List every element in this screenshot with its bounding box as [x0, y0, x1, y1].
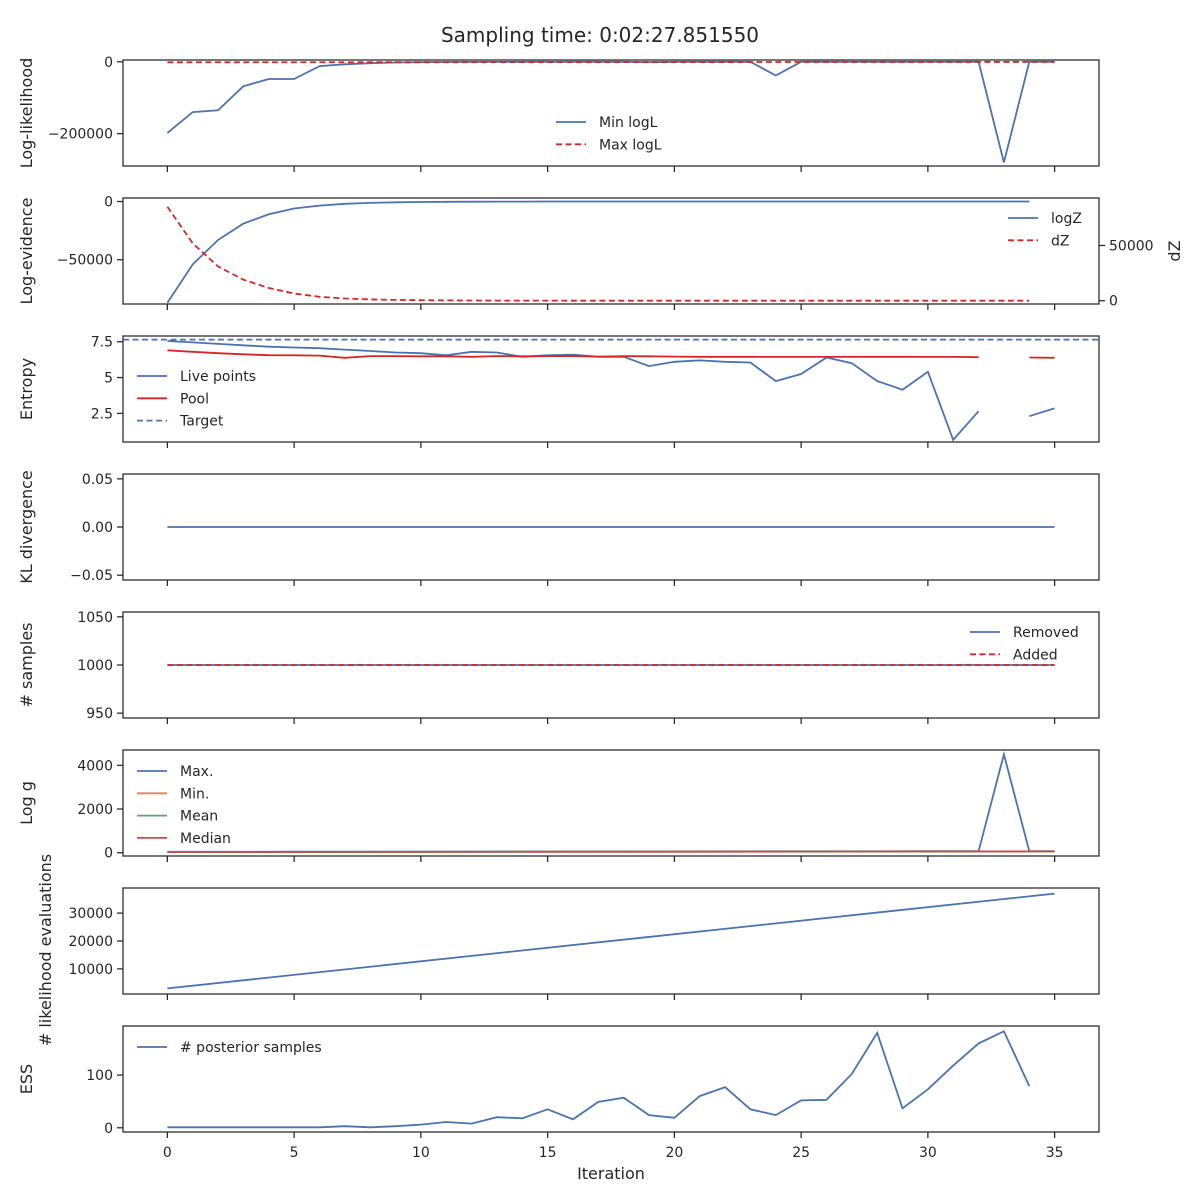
series-line-live-points — [167, 340, 1055, 442]
panel-3: 7.5 5 2.5 Entropy Live points Pool Target — [17, 335, 1100, 448]
y-tick-label: 100 — [86, 1068, 113, 1084]
x-tick-label: 10 — [412, 1145, 430, 1161]
y-tick-label: 0 — [104, 846, 113, 862]
y-axis-label: Entropy — [17, 358, 36, 420]
legend: # posterior samples — [137, 1040, 322, 1056]
legend: Removed Added — [970, 625, 1079, 663]
legend: logZ dZ — [1008, 211, 1082, 249]
x-tick-label: 20 — [665, 1145, 683, 1161]
series-line-values — [167, 892, 1055, 990]
axes-frame — [122, 749, 1100, 857]
legend-label: Min logL — [599, 115, 658, 131]
x-tick-label: 0 — [163, 1145, 172, 1161]
legend-label: Pool — [180, 391, 209, 407]
x-axis-label: Iteration — [577, 1164, 645, 1183]
y-tick-label: 950 — [86, 706, 113, 722]
panel-4: 0.05 0.00 −0.05 KL divergence — [17, 470, 1100, 586]
series-line-dz — [166, 206, 1030, 302]
legend-label: # posterior samples — [180, 1040, 322, 1056]
y-axis-label: Log-likelihood — [17, 58, 36, 169]
panel-8: 0 5 10 15 20 25 30 35 100 0 ESS # posterior samples — [17, 1025, 1100, 1161]
legend: Live points Pool Target — [137, 369, 256, 430]
y-tick-label: 0.05 — [82, 472, 113, 488]
y-tick-label: 20000 — [68, 934, 113, 950]
y-tick-label: 0 — [104, 55, 113, 71]
panel-2: 0 −50000 0 50000 dZ Log-evidence logZ dZ — [17, 194, 1184, 310]
series-line-logz — [166, 200, 1030, 304]
legend: Max. Min. Mean Median — [137, 764, 231, 847]
legend-label: logZ — [1051, 211, 1082, 227]
x-tick-label: 5 — [290, 1145, 299, 1161]
axes-frame — [122, 197, 1100, 305]
axes-frame — [122, 59, 1100, 167]
panel-5: 1050 1000 950 # samples Removed Added — [17, 610, 1100, 724]
legend-label: Added — [1013, 647, 1058, 663]
legend-label: Removed — [1013, 625, 1079, 641]
y-tick-label: −50000 — [57, 253, 113, 269]
y-tick-label: 1050 — [77, 610, 113, 626]
series-line-pool — [167, 349, 1055, 359]
y-right-tick-label: 0 — [1109, 294, 1118, 310]
y-tick-label: 10000 — [68, 962, 113, 978]
y-axis-label: Log g — [17, 781, 36, 825]
y-right-axis-label: dZ — [1165, 240, 1184, 261]
legend-label: Target — [179, 414, 224, 430]
x-tick-label: 30 — [919, 1145, 937, 1161]
y-axis-label: ESS — [17, 1064, 36, 1094]
y-tick-label: 2000 — [77, 802, 113, 818]
panel-6: 4000 2000 0 Log g Max. Min. Mean Median — [17, 749, 1100, 862]
axes-frame — [122, 335, 1100, 443]
legend-label: Mean — [180, 809, 218, 825]
legend-label: Max logL — [599, 137, 662, 153]
y-tick-label: 4000 — [77, 758, 113, 774]
y-axis-label: # likelihood evaluations — [36, 854, 55, 1046]
y-tick-label: −0.05 — [70, 568, 113, 584]
legend-label: Live points — [180, 369, 256, 385]
legend-label: Max. — [180, 764, 213, 780]
series-line-max — [167, 750, 1055, 853]
figure-title: Sampling time: 0:02:27.851550 — [441, 23, 759, 47]
y-tick-label: 2.5 — [91, 406, 113, 422]
y-tick-label: −200000 — [48, 127, 113, 143]
y-tick-label: 30000 — [68, 906, 113, 922]
series-line-min-logl — [166, 60, 1055, 163]
y-tick-label: 0 — [104, 194, 113, 210]
axes-frame — [122, 1025, 1100, 1133]
legend-label: Median — [180, 831, 231, 847]
y-tick-label: 1000 — [77, 658, 113, 674]
y-axis-label: # samples — [17, 623, 36, 708]
legend: Min logL Max logL — [556, 115, 662, 153]
y-tick-label: 7.5 — [91, 335, 113, 351]
x-tick-label: 35 — [1046, 1145, 1064, 1161]
y-right-tick-label: 50000 — [1109, 238, 1154, 254]
panel-7: 30000 20000 10000 # likelihood evaluations — [36, 854, 1100, 1046]
x-tick-label: 25 — [792, 1145, 810, 1161]
y-tick-label: 0.00 — [82, 520, 113, 536]
x-tick-label: 15 — [539, 1145, 557, 1161]
legend-label: Min. — [180, 786, 209, 802]
y-axis-label: KL divergence — [17, 470, 36, 583]
series-line-median — [167, 850, 1055, 853]
legend-label: dZ — [1051, 233, 1069, 249]
y-tick-label: 0 — [104, 1121, 113, 1137]
series-line-posterior-samples — [167, 1030, 1031, 1129]
y-tick-label: 5 — [104, 371, 113, 387]
panel-1: 0 −200000 Log-likelihood Min logL Max logL — [17, 55, 1100, 172]
y-axis-label: Log-evidence — [17, 198, 36, 305]
